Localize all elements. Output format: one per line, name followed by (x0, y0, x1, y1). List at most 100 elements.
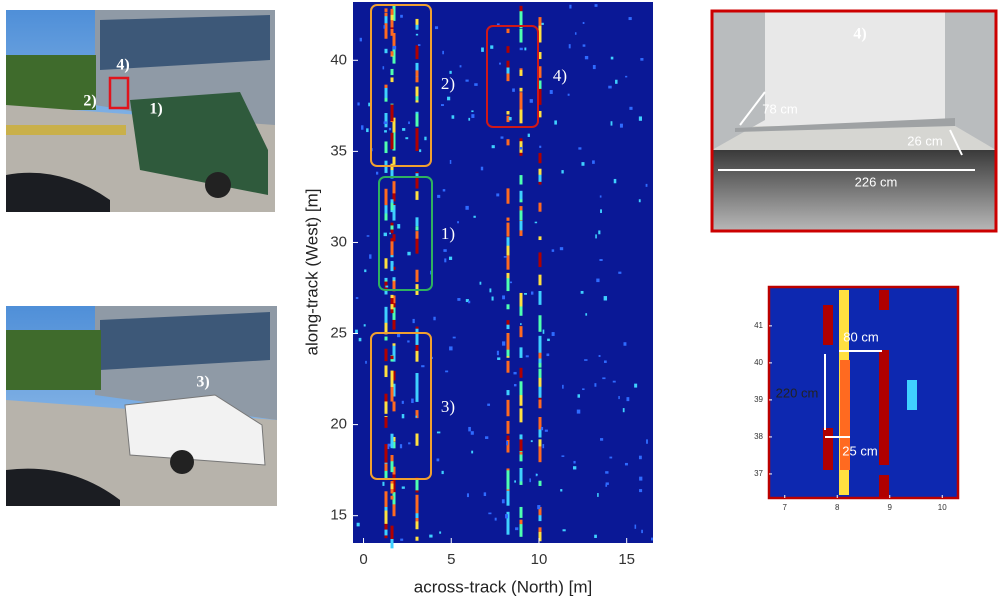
echo (578, 394, 581, 397)
echo (520, 439, 523, 451)
echo (581, 291, 584, 294)
echo (615, 80, 617, 84)
echo (509, 117, 512, 120)
echo (391, 526, 394, 539)
echo (391, 9, 394, 15)
echo (485, 436, 488, 439)
echo (651, 538, 653, 541)
echo (385, 258, 388, 268)
echo (416, 351, 419, 362)
echo (520, 175, 523, 184)
echo (639, 116, 642, 120)
y-tick-label: 37 (754, 469, 763, 478)
echo (385, 491, 388, 497)
echo (520, 29, 523, 43)
echo (646, 184, 648, 187)
echo (453, 337, 456, 339)
echo (384, 121, 387, 124)
y-axis-label: along-track (West) [m] (302, 189, 321, 356)
echo (437, 195, 440, 198)
echo (514, 480, 516, 482)
echo (535, 222, 537, 224)
echo (383, 66, 385, 69)
echo (605, 484, 607, 486)
echo (520, 92, 523, 107)
echo (385, 49, 388, 53)
echo (391, 77, 394, 82)
echo (507, 139, 510, 145)
echo (507, 237, 510, 246)
echo (385, 530, 388, 536)
echo (385, 88, 388, 98)
echo (537, 505, 540, 509)
echo (468, 427, 471, 431)
echo (583, 22, 585, 24)
echo (539, 336, 542, 349)
echo (416, 217, 419, 226)
echo (562, 385, 564, 389)
echo (599, 355, 601, 357)
echo (629, 17, 632, 20)
echo (640, 58, 643, 61)
echo (447, 97, 450, 101)
echo (385, 307, 388, 323)
x-tick-label: 15 (618, 551, 635, 568)
echo (416, 518, 419, 521)
echo (520, 221, 523, 230)
echo (520, 434, 523, 439)
echo (385, 286, 388, 288)
echo (393, 182, 396, 190)
echo (539, 378, 542, 387)
x-tick-label: 9 (888, 503, 893, 512)
echo (577, 410, 580, 414)
echo (391, 29, 394, 36)
echo (575, 32, 577, 35)
echo (611, 57, 614, 60)
echo (487, 404, 490, 406)
echo (541, 427, 543, 430)
echo (416, 45, 419, 59)
echo (539, 153, 542, 163)
echo (520, 88, 523, 92)
echo (539, 203, 542, 212)
echo (625, 463, 628, 465)
echo (416, 480, 419, 491)
echo (418, 44, 420, 46)
measurement: 78 cm (762, 101, 797, 116)
echo (596, 279, 599, 283)
echo (473, 216, 475, 218)
echo (585, 313, 587, 315)
echo (429, 535, 432, 538)
echo (629, 107, 632, 110)
echo (600, 209, 602, 213)
echo (385, 205, 388, 213)
echo (539, 146, 541, 148)
echo (507, 361, 510, 373)
echo (512, 88, 515, 91)
x-axis-label: across-track (North) [m] (414, 577, 593, 596)
echo (388, 444, 391, 447)
echo (599, 259, 602, 261)
echo (641, 530, 643, 533)
y-tick-label: 40 (330, 51, 347, 68)
echo (618, 272, 621, 274)
echo (397, 224, 400, 228)
echo (546, 353, 549, 356)
echo (488, 513, 491, 515)
echo (592, 160, 595, 163)
echo (391, 496, 394, 500)
echo (385, 365, 388, 377)
echo (520, 112, 523, 124)
echo (604, 360, 607, 362)
echo (385, 444, 388, 460)
echo (539, 398, 542, 408)
y-tick-label: 35 (330, 142, 347, 159)
echo (879, 290, 889, 310)
echo (480, 282, 482, 285)
echo (383, 25, 385, 29)
echo (400, 15, 403, 18)
echo (416, 270, 419, 281)
echo (421, 365, 424, 367)
echo (639, 199, 641, 202)
x-tick-label: 5 (447, 551, 455, 568)
